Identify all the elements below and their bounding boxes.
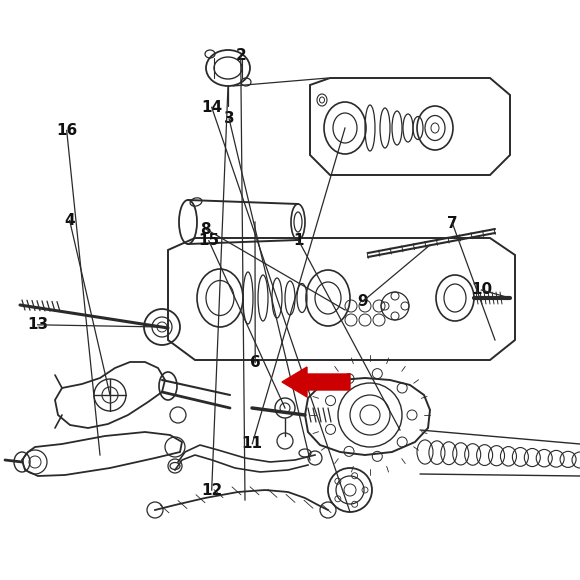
Text: 3: 3 xyxy=(224,111,234,126)
Text: 6: 6 xyxy=(250,355,260,370)
FancyArrow shape xyxy=(282,367,350,397)
Text: 8: 8 xyxy=(201,222,211,237)
Text: 2: 2 xyxy=(235,48,246,63)
Text: 16: 16 xyxy=(56,123,77,138)
Text: 4: 4 xyxy=(64,213,75,228)
Text: 7: 7 xyxy=(447,216,458,231)
Text: 14: 14 xyxy=(201,100,222,115)
Text: 1: 1 xyxy=(293,233,304,248)
Text: 13: 13 xyxy=(27,317,48,332)
Text: 10: 10 xyxy=(471,282,492,298)
Text: 9: 9 xyxy=(357,294,368,309)
Text: 12: 12 xyxy=(201,483,222,498)
Text: 11: 11 xyxy=(242,436,263,451)
Text: 15: 15 xyxy=(198,233,219,248)
